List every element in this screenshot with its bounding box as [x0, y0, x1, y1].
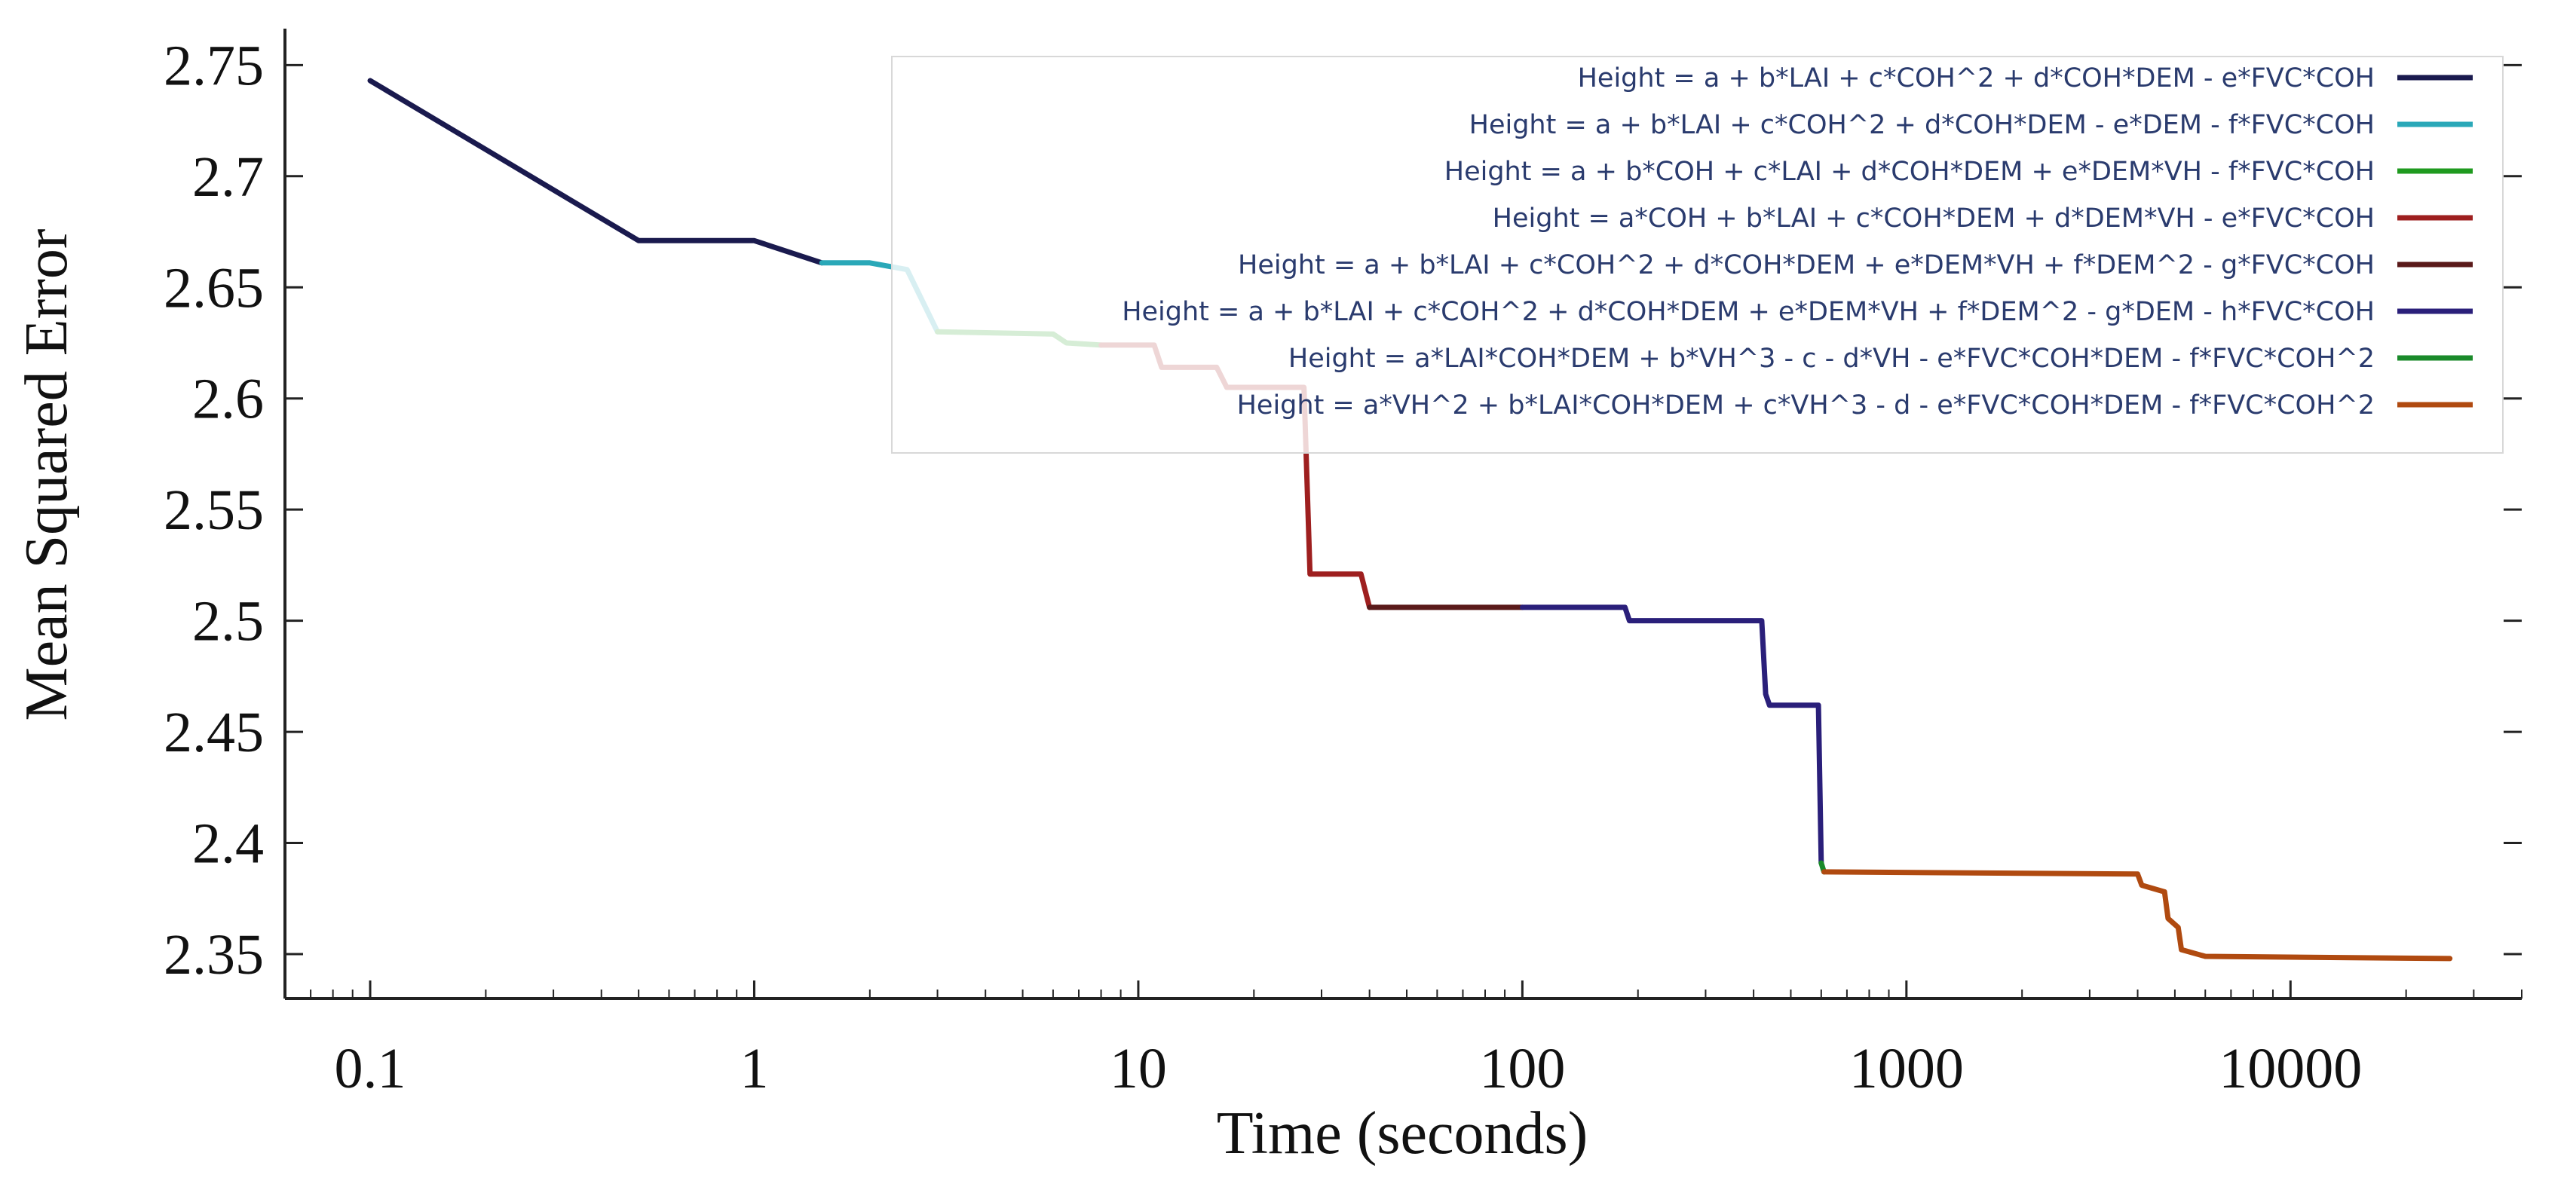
axis-labels: Time (seconds) Mean Squared Error — [14, 228, 1588, 1167]
x-tick-label: 10000 — [2219, 1037, 2362, 1100]
y-tick-label: 2.4 — [192, 812, 264, 876]
x-tick-label: 0.1 — [335, 1037, 406, 1100]
y-tick-label: 2.75 — [164, 34, 264, 97]
x-tick-label: 1000 — [1849, 1037, 1964, 1100]
legend-label: Height = a*VH^2 + b*LAI*COH*DEM + c*VH^3… — [1237, 390, 2375, 421]
legend-label: Height = a + b*LAI + c*COH^2 + d*COH*DEM… — [1122, 297, 2375, 327]
y-tick-label: 2.65 — [164, 256, 264, 320]
y-tick-label: 2.55 — [164, 479, 264, 542]
legend-label: Height = a + b*LAI + c*COH^2 + d*COH*DEM… — [1578, 63, 2375, 93]
y-axis-title: Mean Squared Error — [14, 228, 80, 720]
y-tick-label: 2.35 — [164, 923, 264, 987]
y-tick-label: 2.6 — [192, 368, 264, 431]
legend-label: Height = a + b*LAI + c*COH^2 + d*COH*DEM… — [1469, 110, 2375, 140]
x-tick-label: 1 — [740, 1037, 768, 1100]
series-line-6 — [1519, 604, 1824, 866]
legend-label: Height = a*COH + b*LAI + c*COH*DEM + d*D… — [1493, 203, 2375, 234]
legend-label: Height = a + b*COH + c*LAI + d*COH*DEM +… — [1444, 157, 2375, 187]
legend-box — [891, 56, 2504, 454]
plot-area: 2.35 2.4 2.45 2.5 2.55 2.6 2.65 2.7 2.75 0.1 1 10 10… — [164, 29, 2522, 1100]
legend: Height = a + b*LAI + c*COH^2 + d*COH*DEM… — [891, 56, 2504, 454]
legend-label: Height = a*LAI*COH*DEM + b*VH^3 - c - d*… — [1288, 344, 2375, 374]
x-tick-label: 100 — [1479, 1037, 1565, 1100]
x-axis-title: Time (seconds) — [1217, 1100, 1588, 1167]
series-line-1 — [367, 78, 825, 266]
y-tick-label: 2.45 — [164, 701, 264, 764]
y-tick-label: 2.7 — [192, 145, 264, 209]
series-line-8 — [1821, 869, 2453, 962]
legend-label: Height = a + b*LAI + c*COH^2 + d*COH*DEM… — [1238, 250, 2375, 280]
x-tick-label: 10 — [1110, 1037, 1167, 1100]
y-tick-label: 2.5 — [192, 590, 264, 653]
